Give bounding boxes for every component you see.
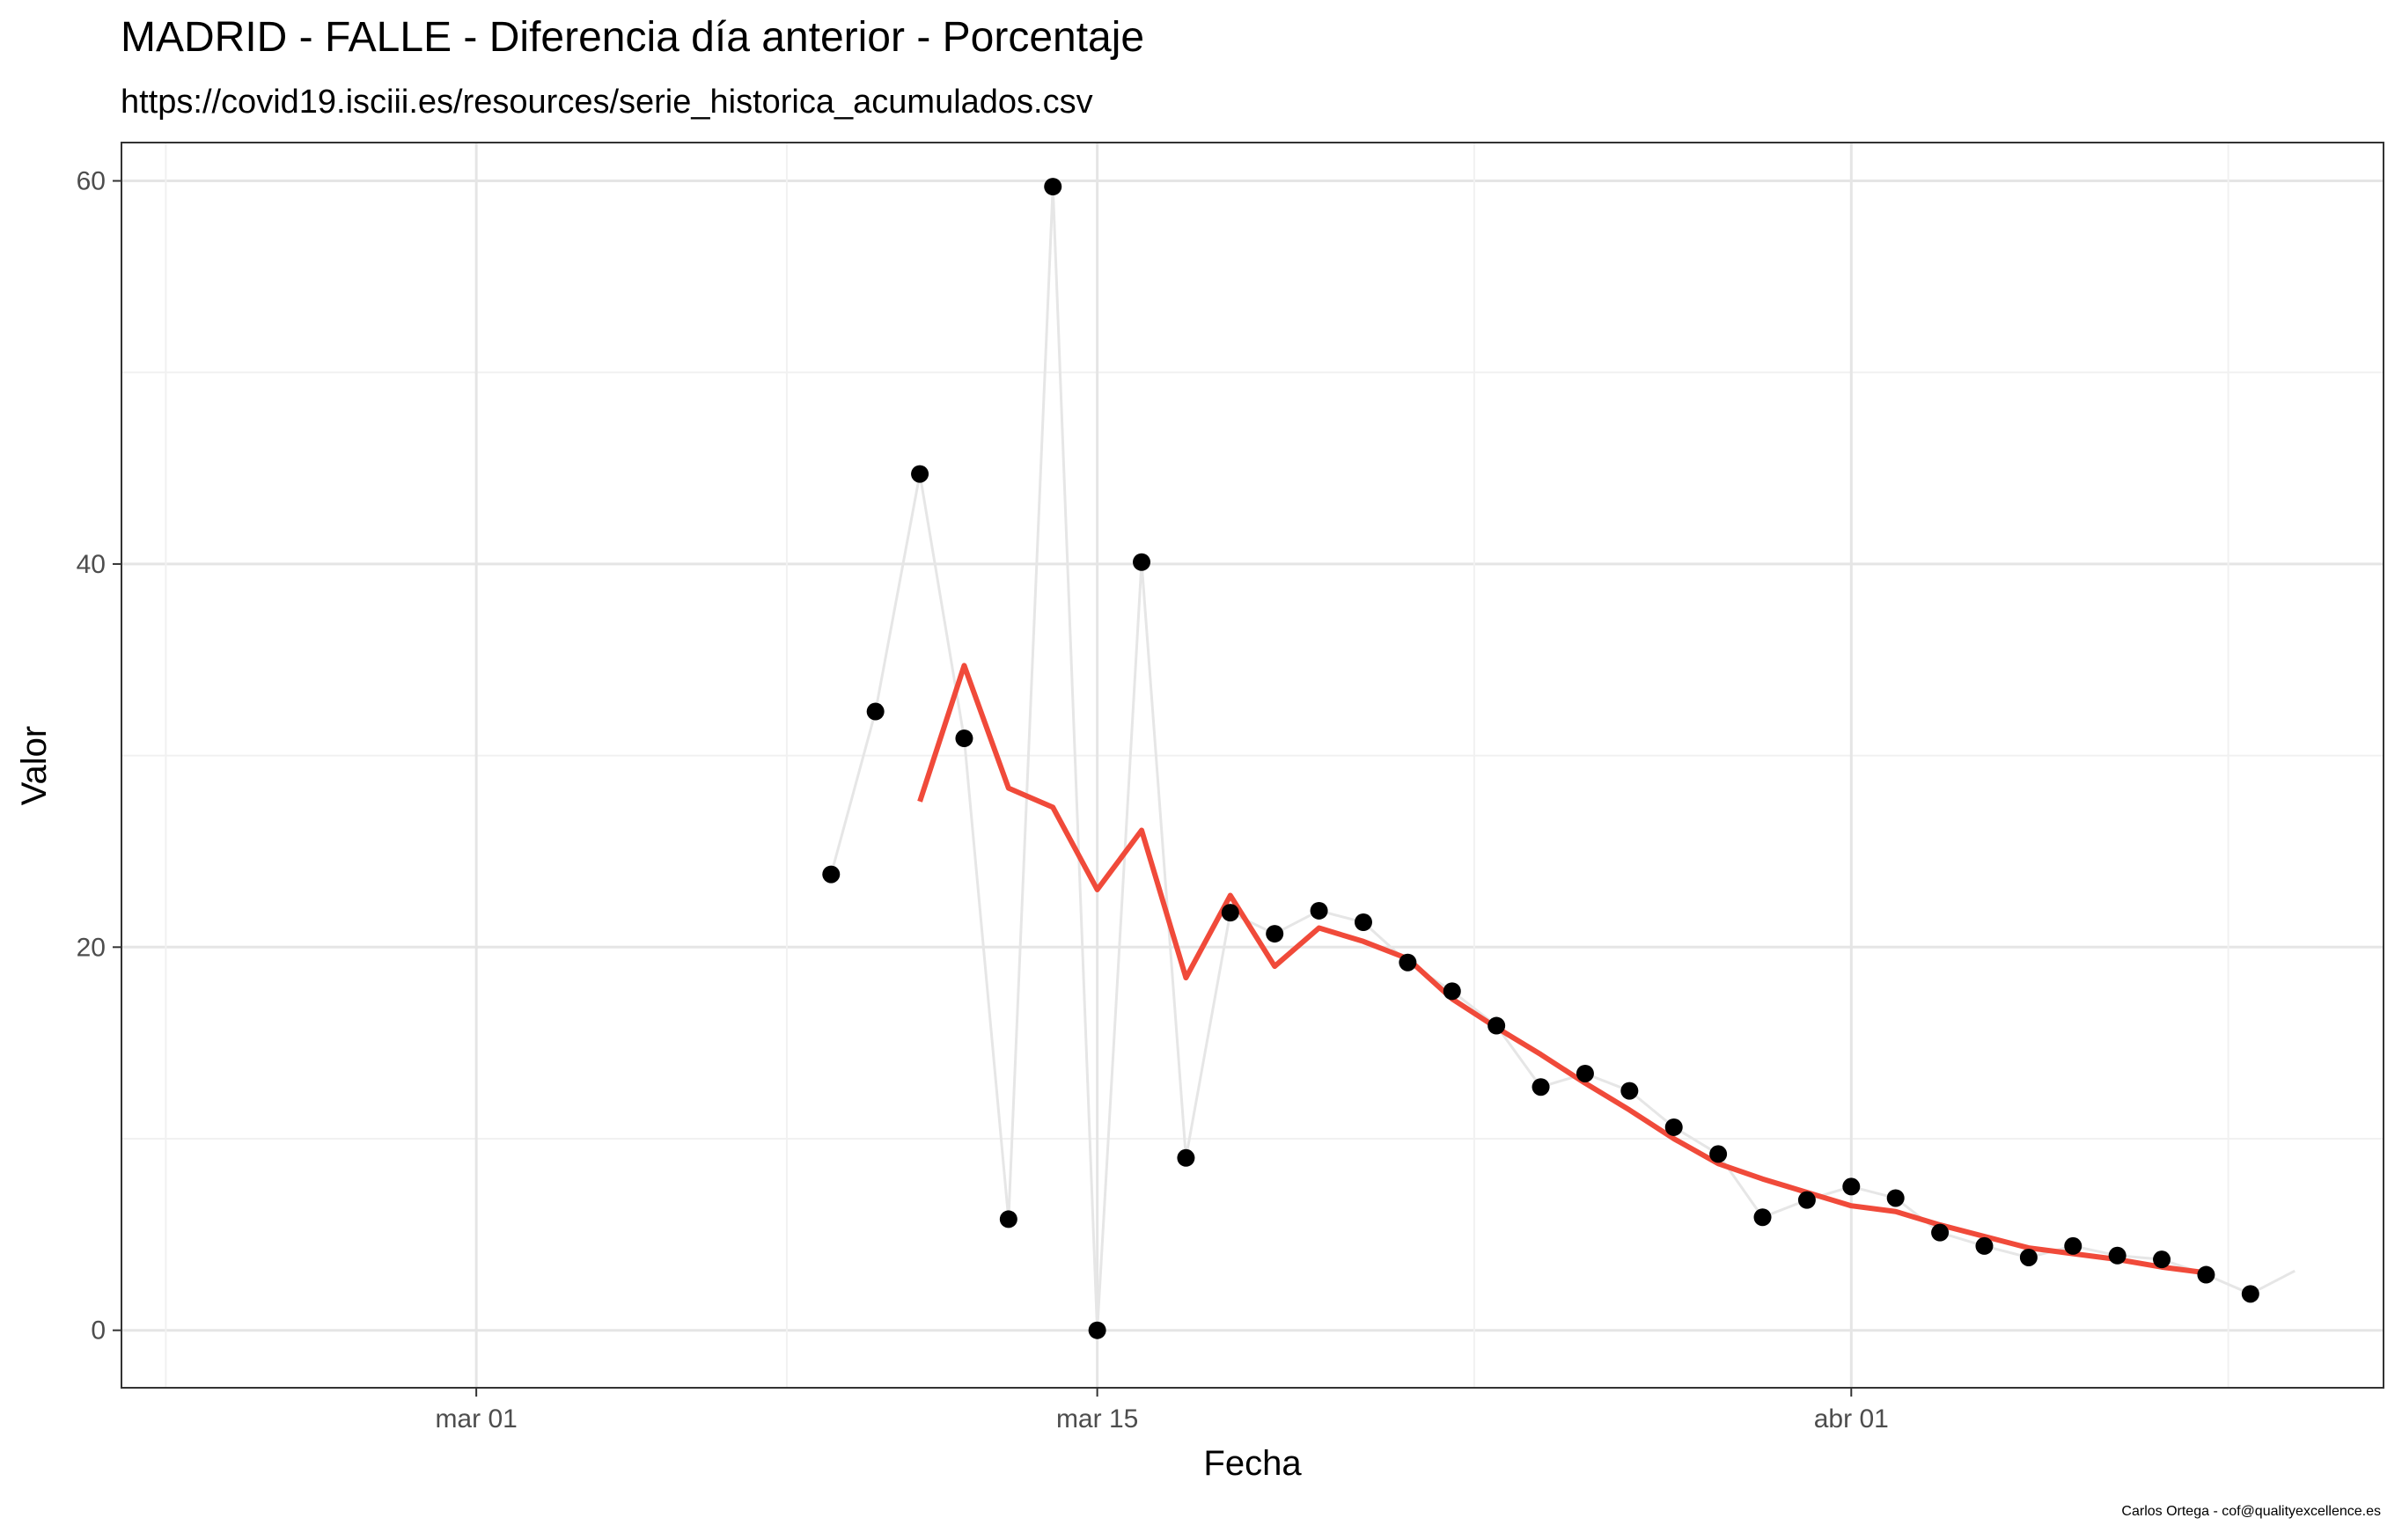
data-point [2108,1246,2127,1265]
data-point [1354,913,1372,932]
x-axis-ticks: mar 01 mar 15 abr 01 [435,1388,1889,1434]
point-series [822,178,2259,1339]
data-point [1133,553,1151,571]
x-tick-label: mar 01 [435,1404,517,1434]
data-point [1443,982,1461,1001]
data-point [1487,1016,1506,1035]
x-axis-label: Fecha [1203,1444,1302,1483]
data-point [911,465,929,483]
y-tick-label: 40 [77,550,106,579]
data-point [2064,1236,2082,1255]
chart-caption: Carlos Ortega - cof@qualityexcellence.es [2121,1504,2381,1519]
data-point [1088,1321,1106,1339]
data-point [1975,1236,1994,1255]
data-point [1399,953,1417,972]
data-point [999,1210,1017,1228]
data-point [1931,1223,1950,1242]
data-point [1576,1064,1594,1082]
y-tick-label: 0 [91,1316,106,1346]
smooth-line [917,663,2207,1276]
x-tick-label: mar 15 [1056,1404,1138,1434]
data-point [822,865,841,884]
x-tick-label: abr 01 [1814,1404,1889,1434]
y-axis-ticks: 0 20 40 60 [77,167,121,1346]
data-point [866,702,885,721]
data-point [1266,925,1284,943]
chart-title: MADRID - FALLE - Diferencia día anterior… [121,14,1144,61]
data-point [1310,901,1328,920]
chart-subtitle: https://covid19.isciii.es/resources/seri… [121,84,1093,121]
panel-border [121,142,2384,1389]
data-point [1532,1078,1550,1096]
data-point [955,730,973,748]
y-tick-label: 20 [77,933,106,962]
data-point [2153,1250,2171,1269]
data-point [1709,1145,1728,1163]
data-point [2241,1285,2259,1303]
data-point [1886,1189,1905,1207]
plot-panel [121,143,2384,1388]
data-point [1842,1177,1861,1196]
data-point [2019,1248,2038,1266]
data-point [1221,904,1239,922]
grid-lines [121,143,2384,1388]
data-point [1664,1118,1683,1136]
smooth-line-series [917,663,2207,1276]
data-point [1044,178,1062,196]
data-point [2197,1265,2215,1284]
data-point [1177,1148,1195,1167]
y-axis-label: Valor [15,726,54,805]
data-point [1753,1208,1772,1227]
data-point [1797,1191,1816,1209]
data-point [1620,1082,1639,1100]
y-tick-label: 60 [77,167,106,196]
